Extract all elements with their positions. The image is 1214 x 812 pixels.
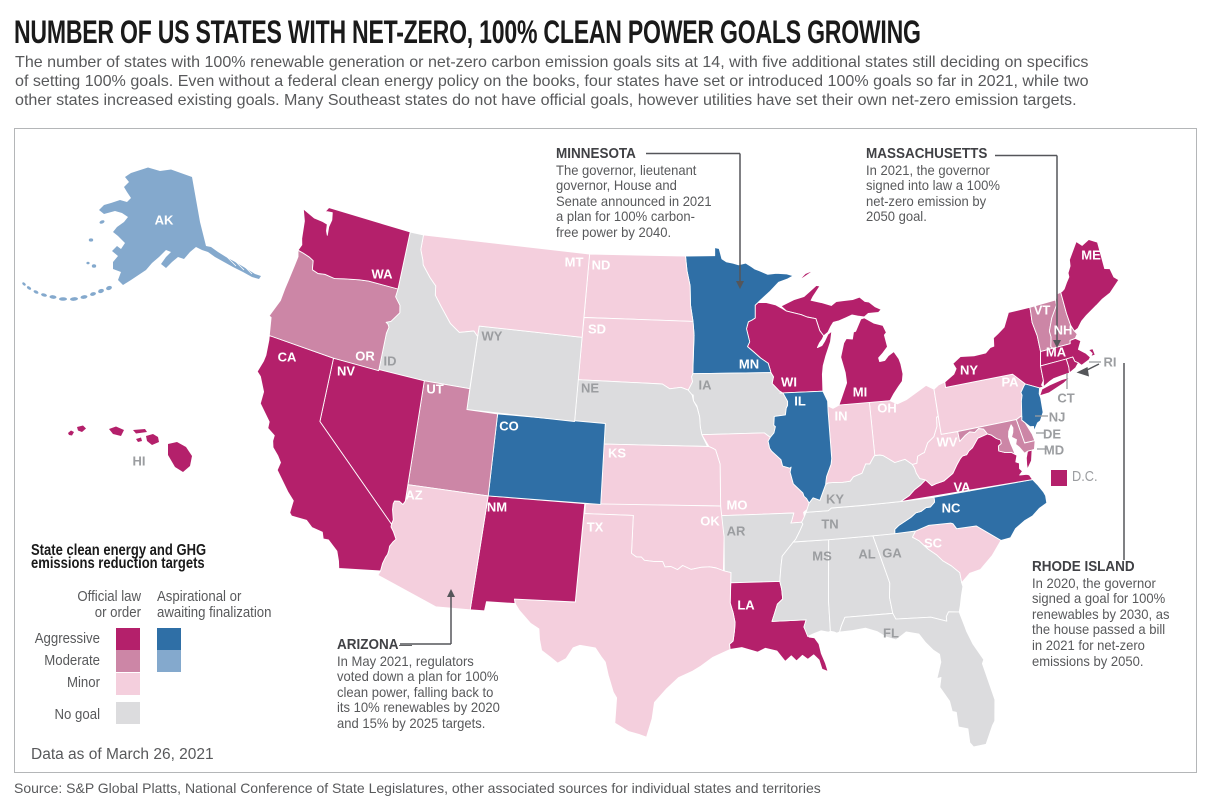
svg-text:NE: NE (581, 381, 599, 396)
svg-text:IA: IA (699, 378, 713, 393)
svg-text:PA: PA (1001, 375, 1019, 390)
svg-text:AR: AR (727, 524, 746, 539)
svg-text:WA: WA (372, 267, 394, 282)
svg-text:MA: MA (1046, 345, 1067, 360)
svg-text:SD: SD (588, 322, 606, 337)
svg-text:MI: MI (853, 385, 867, 400)
svg-text:OH: OH (877, 401, 897, 416)
svg-text:CT: CT (1057, 391, 1074, 406)
svg-text:GA: GA (882, 546, 902, 561)
svg-text:WY: WY (482, 329, 503, 344)
svg-text:VT: VT (1034, 303, 1051, 318)
svg-text:WI: WI (781, 375, 797, 390)
svg-text:WV: WV (937, 435, 958, 450)
svg-text:AK: AK (155, 213, 174, 228)
svg-text:NC: NC (942, 501, 961, 516)
svg-text:OR: OR (355, 349, 375, 364)
svg-text:NH: NH (1054, 323, 1073, 338)
svg-text:TX: TX (587, 520, 604, 535)
svg-text:HI: HI (133, 454, 146, 469)
svg-text:ND: ND (592, 258, 611, 273)
svg-text:OK: OK (700, 514, 720, 529)
svg-text:CA: CA (278, 350, 297, 365)
svg-text:ME: ME (1081, 248, 1101, 263)
svg-text:RI: RI (1104, 355, 1117, 370)
svg-text:KY: KY (826, 492, 844, 507)
svg-text:NM: NM (487, 500, 507, 515)
svg-text:MS: MS (812, 549, 832, 564)
svg-text:AZ: AZ (405, 488, 422, 503)
svg-text:TN: TN (821, 517, 838, 532)
svg-text:AL: AL (858, 547, 875, 562)
svg-text:FL: FL (883, 626, 899, 641)
svg-text:SC: SC (924, 536, 943, 551)
svg-text:IL: IL (794, 394, 806, 409)
svg-text:CO: CO (499, 419, 519, 434)
svg-text:NV: NV (337, 364, 355, 379)
svg-text:MN: MN (739, 357, 759, 372)
svg-text:IN: IN (835, 409, 848, 424)
svg-text:MT: MT (565, 255, 584, 270)
svg-text:UT: UT (426, 382, 443, 397)
svg-text:VA: VA (953, 480, 971, 495)
svg-text:LA: LA (737, 598, 755, 613)
svg-text:MO: MO (727, 498, 748, 513)
svg-text:NY: NY (960, 363, 978, 378)
svg-text:DE: DE (1043, 427, 1061, 442)
svg-text:ID: ID (384, 354, 397, 369)
svg-text:KS: KS (608, 446, 626, 461)
svg-text:NJ: NJ (1049, 410, 1066, 425)
svg-text:MD: MD (1044, 443, 1064, 458)
